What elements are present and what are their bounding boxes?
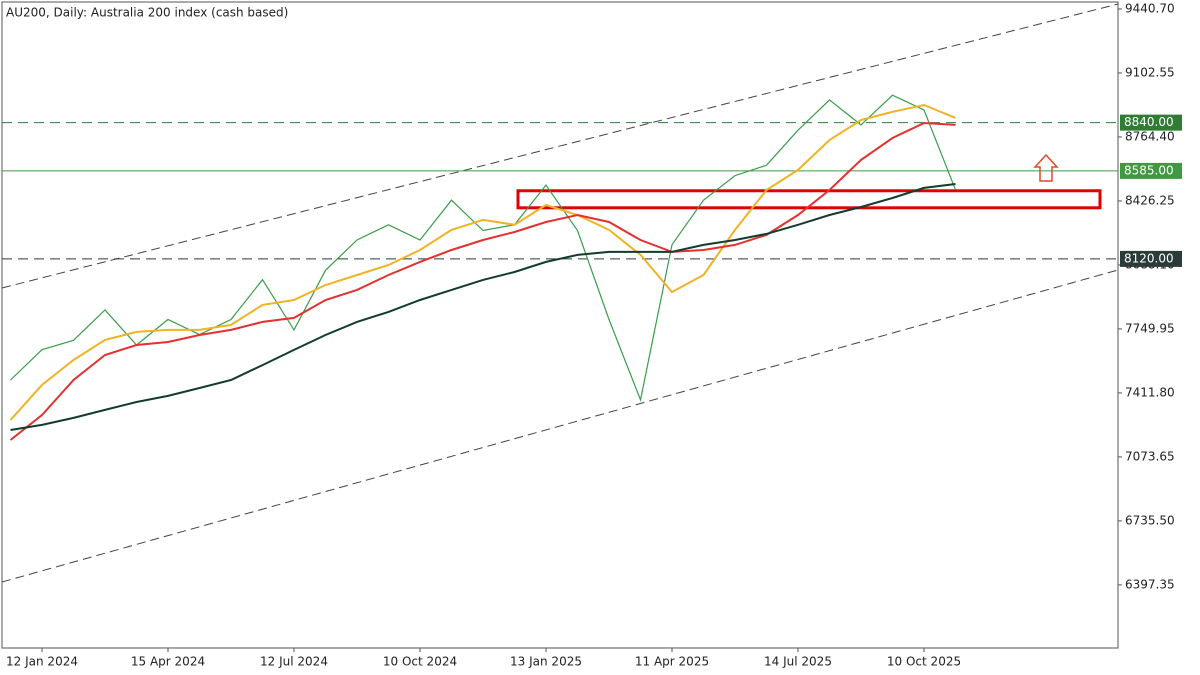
y-tick-label: 9440.70	[1125, 1, 1175, 15]
x-tick-label: 15 Apr 2024	[131, 655, 205, 669]
chart-title: AU200, Daily: Australia 200 index (cash …	[6, 6, 288, 20]
level-label-bg	[1120, 250, 1182, 267]
y-tick-label: 8426.25	[1125, 193, 1175, 207]
series-line	[9, 103, 956, 421]
x-tick-label: 10 Oct 2025	[887, 655, 961, 669]
channel-lower	[1, 269, 1119, 583]
y-tick-label: 6735.50	[1125, 513, 1175, 527]
y-tick-label: 6397.35	[1125, 577, 1175, 591]
support-zone	[516, 189, 1102, 210]
x-tick-label: 11 Apr 2025	[635, 655, 709, 669]
level-label-text: 8840.00	[1124, 115, 1174, 129]
x-tick-label: 12 Jan 2024	[6, 655, 78, 669]
y-tick-label: 7749.95	[1125, 321, 1175, 335]
y-tick-label: 8764.40	[1125, 129, 1175, 143]
y-tick-label: 9102.55	[1125, 65, 1175, 79]
level-label: 8120.00	[1120, 250, 1182, 267]
level-label: 8840.00	[1120, 114, 1182, 131]
channel-upper	[1, 3, 1119, 289]
x-tick-label: 10 Oct 2024	[383, 655, 457, 669]
x-tick-label: 14 Jul 2025	[764, 655, 832, 669]
series-line	[9, 121, 956, 441]
series-line	[10, 183, 956, 431]
x-tick-label: 12 Jul 2024	[260, 655, 328, 669]
x-tick-label: 13 Jan 2025	[510, 655, 582, 669]
level-label: 8585.00	[1120, 162, 1182, 179]
y-tick-label: 7073.65	[1125, 449, 1175, 463]
level-label-text: 8120.00	[1124, 251, 1174, 265]
plot-frame	[1, 1, 1119, 649]
level-label-text: 8585.00	[1124, 163, 1174, 177]
level-label-bg	[1120, 114, 1182, 131]
level-label-bg	[1120, 162, 1182, 179]
up-arrow	[1033, 153, 1059, 182]
y-tick-label: 7411.80	[1125, 385, 1175, 399]
series-line	[10, 94, 957, 403]
